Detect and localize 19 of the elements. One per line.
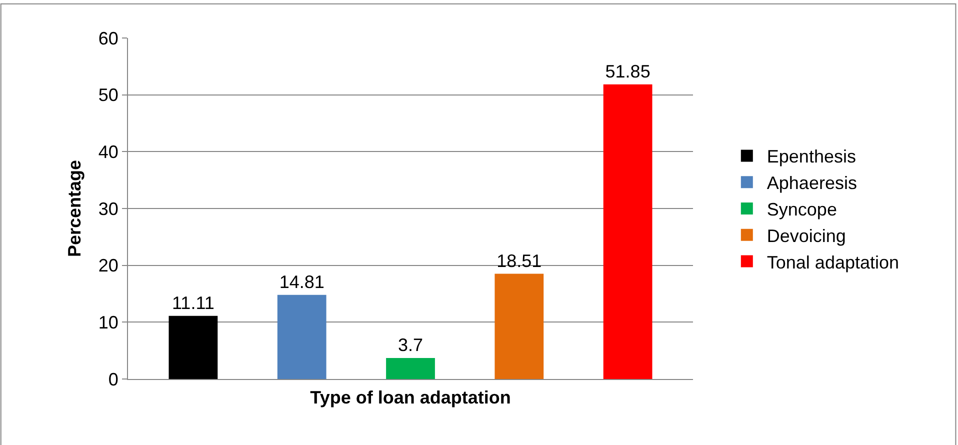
data-label: 18.51 (496, 250, 542, 271)
legend-label: Devoicing (766, 226, 846, 246)
legend-label: Epenthesis (766, 146, 856, 167)
x-axis-title: Type of loan adaptation (310, 388, 511, 408)
legend-label: Syncope (766, 200, 837, 220)
y-tick-label: 60 (98, 28, 118, 48)
data-label: 14.81 (279, 272, 324, 292)
data-label: 11.11 (172, 292, 214, 313)
y-tick-label: 30 (98, 198, 118, 219)
y-tick-label: 20 (98, 256, 118, 276)
legend-label: Aphaeresis (766, 173, 857, 194)
y-tick-label: 10 (98, 312, 118, 332)
y-tick-label: 0 (108, 369, 118, 390)
legend-label: Tonal adaptation (766, 252, 900, 272)
data-label: 3.7 (398, 334, 424, 355)
y-axis-title: Percentage (64, 160, 85, 258)
y-tick-label: 40 (98, 142, 118, 162)
data-label: 51.85 (605, 61, 650, 82)
y-tick-label: 50 (98, 85, 118, 106)
